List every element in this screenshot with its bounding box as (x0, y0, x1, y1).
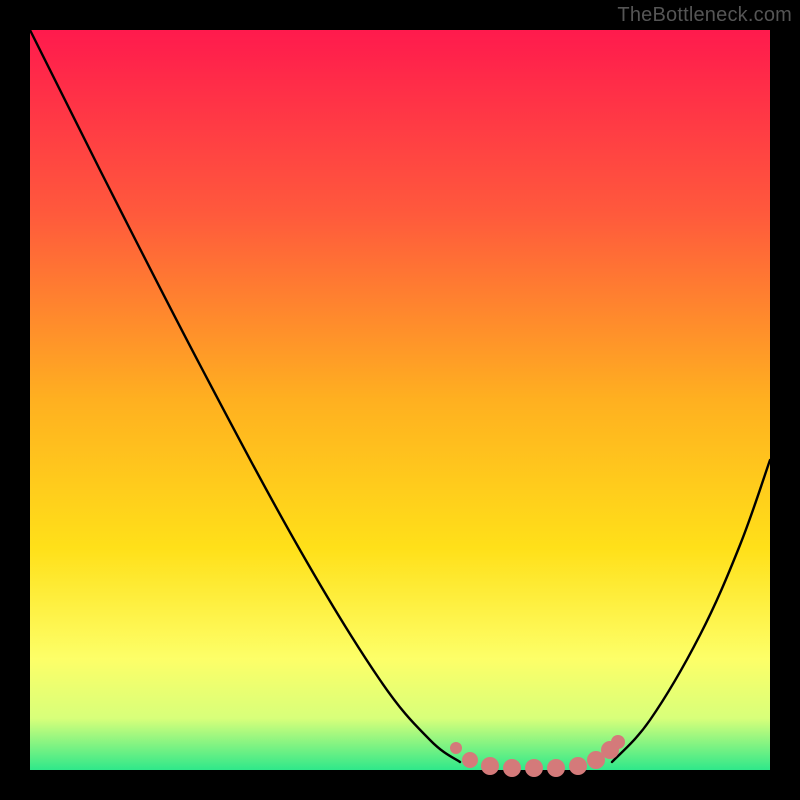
valley-marker (462, 752, 478, 768)
chart-frame: TheBottleneck.com (0, 0, 800, 800)
valley-markers (450, 735, 625, 777)
valley-marker (569, 757, 587, 775)
valley-marker (611, 735, 625, 749)
valley-marker (525, 759, 543, 777)
curve-layer (0, 0, 800, 800)
valley-marker (547, 759, 565, 777)
valley-marker (450, 742, 462, 754)
valley-marker (503, 759, 521, 777)
bottleneck-curve (30, 30, 770, 762)
valley-marker (481, 757, 499, 775)
